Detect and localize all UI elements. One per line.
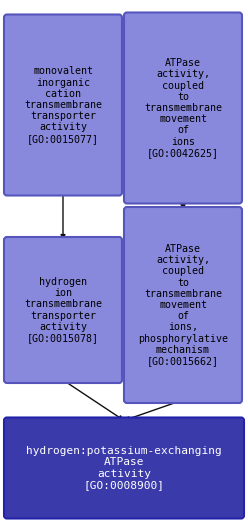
FancyBboxPatch shape [124,207,242,403]
Text: ATPase
activity,
coupled
to
transmembrane
movement
of
ions,
phosphorylative
mech: ATPase activity, coupled to transmembran… [138,244,228,366]
Text: monovalent
inorganic
cation
transmembrane
transporter
activity
[GO:0015077]: monovalent inorganic cation transmembran… [24,67,102,143]
FancyBboxPatch shape [4,14,122,196]
FancyBboxPatch shape [4,417,244,518]
Text: hydrogen
ion
transmembrane
transporter
activity
[GO:0015078]: hydrogen ion transmembrane transporter a… [24,277,102,343]
Text: ATPase
activity,
coupled
to
transmembrane
movement
of
ions
[GO:0042625]: ATPase activity, coupled to transmembran… [144,58,222,158]
FancyBboxPatch shape [4,237,122,383]
Text: hydrogen:potassium-exchanging
ATPase
activity
[GO:0008900]: hydrogen:potassium-exchanging ATPase act… [26,446,222,490]
FancyBboxPatch shape [124,13,242,204]
